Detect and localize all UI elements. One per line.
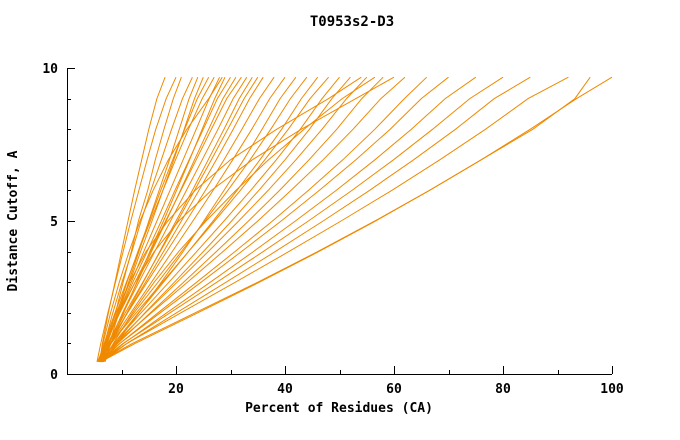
series-line: [103, 76, 376, 363]
series-line: [99, 77, 166, 362]
series-line: [99, 76, 259, 363]
series-line: [99, 76, 362, 362]
series-line: [101, 76, 477, 363]
series-line: [102, 76, 531, 363]
series-line: [99, 76, 449, 363]
series-line: [102, 76, 253, 363]
series-line: [99, 76, 248, 362]
series-line: [99, 76, 193, 362]
series-line: [101, 76, 319, 363]
series-line: [97, 76, 329, 363]
series-line: [98, 76, 275, 363]
x-tick-label: 60: [386, 382, 402, 397]
series-line: [99, 76, 340, 363]
series-line: [99, 76, 368, 363]
tick-labels: 0 5 10 20 40 60 80 100: [42, 62, 624, 397]
x-tick-label: 20: [168, 382, 184, 397]
x-tick-label: 100: [600, 382, 624, 397]
series-line: [98, 76, 215, 362]
series-line: [96, 76, 177, 362]
series-line: [100, 76, 395, 362]
series-line: [101, 76, 210, 362]
y-axis-label: Distance Cutoff, A: [6, 150, 21, 291]
y-tick-label: 5: [50, 215, 58, 230]
series-line: [100, 76, 613, 363]
y-tick-label: 0: [50, 368, 58, 383]
series-line: [98, 76, 406, 363]
series-line: [99, 76, 504, 363]
x-tick-label: 80: [495, 382, 511, 397]
series-line: [98, 76, 223, 362]
series-line: [102, 76, 297, 363]
chart-title: T0953s2-D3: [310, 14, 394, 30]
axes: [67, 68, 613, 375]
y-tick-label: 10: [42, 62, 58, 77]
x-tick-label: 40: [277, 382, 293, 397]
series-line: [100, 76, 286, 363]
series-line: [99, 76, 569, 363]
series-line: [100, 76, 428, 363]
x-axis-label: Percent of Residues (CA): [245, 401, 433, 416]
series-group: [96, 76, 613, 363]
